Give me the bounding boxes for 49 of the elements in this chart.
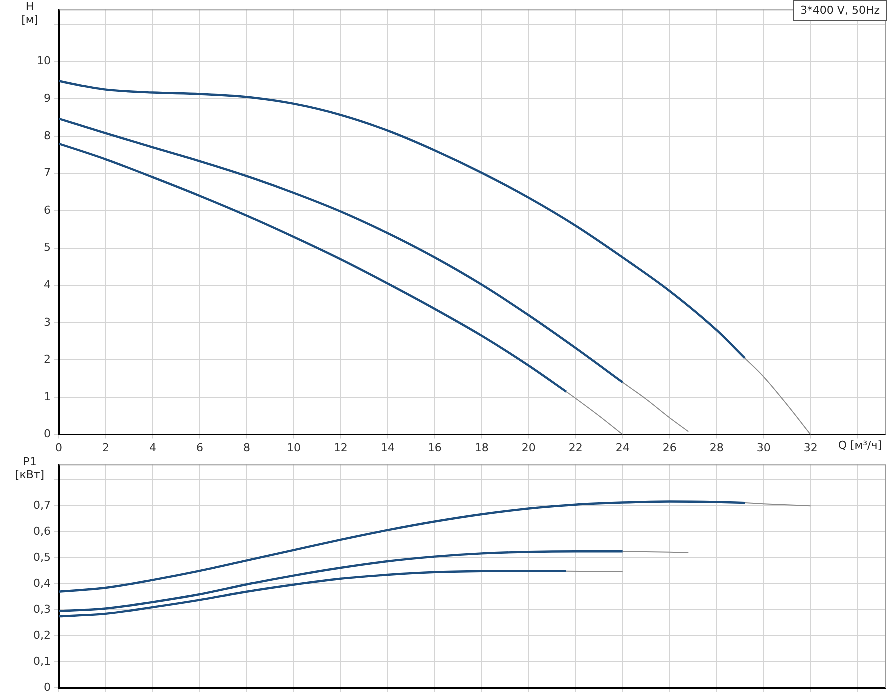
x-tick-label: 6	[196, 441, 204, 454]
line-series	[59, 570, 568, 618]
y-tick-label: 0,3	[34, 602, 51, 616]
y-tick-label: 7	[44, 166, 51, 180]
x-tick-label: 2	[102, 441, 110, 454]
x-tick-label: 20	[522, 441, 536, 454]
y-tick-label: 0,5	[34, 550, 51, 564]
y-tick-label: 5	[44, 241, 51, 254]
line-series	[59, 118, 624, 384]
x-tick-label: 10	[286, 441, 301, 454]
x-tick-label: 32	[804, 441, 818, 454]
y-tick-label: 0	[44, 680, 51, 694]
x-tick-label: 24	[616, 441, 630, 454]
annotation: 3*400 V, 50Hz	[793, 0, 887, 21]
y-tick-label: 2	[44, 353, 51, 366]
x-tick-label: 18	[474, 441, 489, 454]
y-tick-label: 0,7	[34, 499, 51, 512]
y-tick-label: 0,1	[34, 654, 51, 668]
x-tick-label: 4	[149, 441, 156, 454]
x-tick-label: 16	[428, 441, 442, 454]
x-axis-title: Q [м³/ч]	[838, 439, 882, 452]
y-tick-label: 0,4	[34, 576, 51, 590]
x-tick-label: 30	[756, 441, 771, 454]
x-tick-label: 26	[662, 441, 677, 454]
line-series	[744, 358, 812, 435]
y-tick-label: 10	[37, 54, 51, 68]
y-tick-label: 4	[44, 278, 51, 292]
line-series	[59, 550, 624, 612]
y-tick-label: 1	[44, 390, 51, 404]
x-tick-label: 8	[243, 441, 250, 454]
line-series	[59, 142, 568, 394]
line-series	[59, 80, 746, 360]
line-series	[59, 500, 746, 593]
y-tick-label: 0,6	[34, 525, 51, 538]
y-tick-label: 3	[44, 316, 51, 329]
y-axis-title: H [м]	[22, 0, 38, 26]
y-tick-label: 6	[44, 204, 51, 217]
x-tick-label: 0	[56, 441, 62, 454]
x-tick-label: 12	[334, 441, 348, 454]
y-tick-label: 9	[44, 92, 51, 105]
y-axis-title: P1 [кВт]	[15, 455, 45, 482]
x-tick-label: 22	[568, 441, 583, 454]
x-tick-label: 28	[710, 441, 724, 454]
line-series	[622, 382, 690, 432]
x-tick-label: 14	[380, 441, 395, 454]
y-tick-label: 8	[44, 129, 51, 142]
y-tick-label: 0	[44, 428, 51, 441]
line-series	[566, 391, 624, 435]
y-tick-label: 0,2	[34, 628, 51, 642]
